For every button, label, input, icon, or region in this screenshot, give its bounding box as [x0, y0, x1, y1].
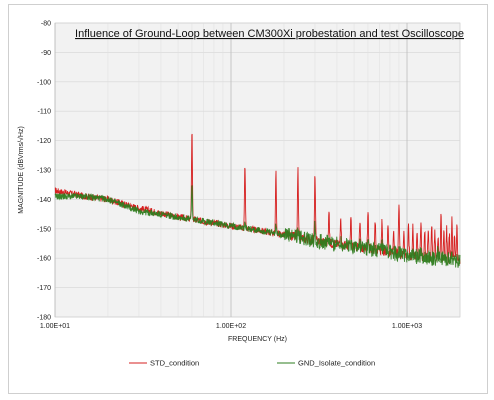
- x-tick-label: 1.00E+03: [392, 323, 422, 330]
- series-layer: [54, 133, 461, 268]
- x-axis-title: FREQUENCY (Hz): [228, 336, 287, 343]
- chart-title: Influence of Ground-Loop between CM300Xi…: [75, 28, 464, 40]
- y-tick-label: -100: [37, 79, 51, 86]
- y-tick-label: -120: [37, 138, 51, 145]
- y-tick-label: -150: [37, 226, 51, 233]
- axis-layer: -80 -90 -100 -110 -120 -130 -140 -150 -160 -170 -1…: [37, 21, 422, 331]
- chart-svg: -80 -90 -100 -110 -120 -130 -140 -150 -160 -170 -1…: [17, 21, 464, 368]
- y-tick-label: -80: [41, 21, 51, 28]
- x-tick-label: 1.00E+02: [216, 323, 246, 330]
- y-tick-label: -160: [37, 256, 51, 263]
- legend-label-gnd-isolate: GND_Isolate_condition: [298, 359, 375, 368]
- legend-label-std: STD_condition: [150, 359, 199, 368]
- series-line-gnd-isolate: [54, 185, 461, 268]
- legend: STD_condition GND_Isolate_condition: [129, 359, 375, 368]
- x-tick-label: 1.00E+01: [40, 323, 70, 330]
- y-tick-label: -130: [37, 168, 51, 175]
- y-tick-label: -180: [37, 315, 51, 322]
- y-tick-label: -140: [37, 197, 51, 204]
- y-axis-title: MAGNITUDE (dBVrms/√Hz): [17, 126, 25, 214]
- y-tick-label: -90: [41, 50, 51, 57]
- y-tick-label: -110: [38, 109, 52, 116]
- y-tick-label: -170: [37, 285, 51, 292]
- grid-layer: [54, 22, 461, 318]
- chart-frame: -80 -90 -100 -110 -120 -130 -140 -150 -160 -170 -1…: [8, 4, 488, 394]
